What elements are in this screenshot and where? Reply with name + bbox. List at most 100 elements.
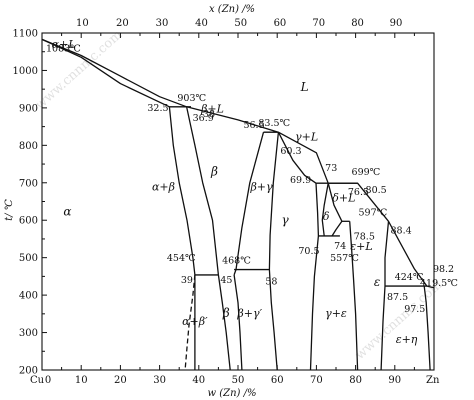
annotation-label: 454℃	[167, 253, 196, 264]
phase-label: α+β	[152, 180, 175, 193]
annotation-label: 419.5℃	[420, 278, 458, 289]
bottom-tick-label: 60	[271, 375, 284, 386]
bottom-tick-label: 40	[192, 375, 205, 386]
annotation-label: 36.9	[193, 113, 214, 124]
phase-label: γ+ε	[325, 307, 347, 320]
annotation-label: 70.5	[298, 246, 319, 257]
bottom-tick-label: 80	[349, 375, 362, 386]
annotation-label: 60.3	[280, 146, 301, 157]
top-tick-label: 90	[390, 18, 403, 29]
y-tick-label: 400	[19, 291, 38, 302]
annotation-label: 597℃	[359, 207, 388, 218]
top-tick-label: 10	[76, 18, 89, 29]
top-tick-label: 80	[351, 18, 364, 29]
bottom-tick-label: 50	[232, 375, 245, 386]
annotation-label: 424℃	[395, 272, 424, 283]
annotation-label: 78.5	[354, 231, 375, 242]
phase-boundary-boundary	[268, 132, 280, 371]
annotation-label: 80.5	[366, 185, 387, 196]
phase-boundary-boundary	[423, 286, 431, 371]
annotation-label: 58	[265, 277, 277, 288]
top-tick-label: 40	[195, 18, 208, 29]
annotation-label: 69.9	[290, 175, 311, 186]
y-tick-label: 300	[19, 328, 38, 339]
annotation-label: 45	[220, 275, 232, 286]
phase-label: α+β′	[182, 315, 208, 328]
annotation-label: 699℃	[352, 167, 381, 178]
y-tick-label: 700	[19, 178, 38, 189]
phase-label: δ+L	[332, 192, 355, 205]
annotation-label: 73	[325, 163, 337, 174]
bottom-tick-label: 10	[75, 375, 88, 386]
phase-boundary-boundary-dashed	[184, 274, 196, 371]
phase-label: γ	[281, 213, 289, 227]
phase-label: δ	[323, 210, 330, 223]
phase-boundary-liquidus	[41, 38, 435, 289]
annotation-label: 56.5	[243, 120, 264, 131]
annotation-label: 83.5℃	[258, 118, 290, 129]
y-tick-label: 500	[19, 253, 38, 264]
bottom-tick-label: 90	[388, 375, 401, 386]
phase-boundary-solidus	[41, 38, 170, 108]
y-tick-label: 600	[19, 216, 38, 227]
annotation-label: 87.5	[387, 292, 408, 303]
phase-label: β+L	[200, 102, 224, 115]
phase-label: β	[222, 306, 230, 320]
phase-label: L	[300, 80, 309, 94]
phase-boundary-boundary	[321, 183, 329, 236]
bottom-tick-label: 30	[153, 375, 166, 386]
phase-label: α	[63, 204, 71, 218]
annotations: 1083℃ 903℃ 38 32.5 36.9 83.5℃56.5 60.3 699℃ 80.5…	[46, 43, 458, 315]
phase-labels: α+L Lβ+L γ+L α α+β β β+γ γ δδ+L ε+L ε α+β′ β β+γ′ γ+ε ε…	[52, 38, 418, 346]
top-tick-label: 70	[312, 18, 325, 29]
phase-boundary-boundary	[233, 274, 243, 371]
top-tick-label: 30	[156, 18, 169, 29]
annotation-label: 903℃	[177, 93, 206, 104]
phase-boundaries	[41, 38, 435, 371]
top-axis-title: x (Zn) /%	[209, 4, 255, 15]
annotation-label: 468℃	[222, 256, 251, 267]
phase-label: ε+L	[350, 240, 372, 253]
ticks	[41, 32, 435, 371]
phase-label: β+γ	[249, 180, 273, 193]
annotation-label: 39	[181, 275, 193, 286]
bottom-tick-label: 70	[310, 375, 323, 386]
annotation-label: 32.5	[147, 103, 168, 114]
bottom-tick-label: 0	[45, 375, 51, 386]
watermark: www.cnnmc.com	[353, 277, 446, 363]
bottom-tick-label: 20	[114, 375, 127, 386]
y-tick-label: 1000	[13, 66, 38, 77]
annotation-label: 38	[203, 109, 215, 120]
phase-boundary-boundary	[309, 183, 320, 371]
phase-boundary-boundary	[185, 106, 220, 275]
y-tick-label: 1100	[13, 29, 38, 40]
y-axis-title: t/ ℃	[4, 199, 15, 221]
y-tick-label: 800	[19, 141, 38, 152]
phase-boundary-boundary	[217, 274, 231, 371]
phase-label: ε	[374, 275, 380, 289]
y-tick-label: 200	[19, 366, 38, 377]
phase-label: γ+L	[295, 130, 318, 143]
bottom-axis-left-end: Cu	[30, 375, 45, 386]
top-tick-label: 60	[274, 18, 287, 29]
phase-label: β	[210, 164, 218, 178]
bottom-axis-right-end: Zn	[426, 375, 440, 386]
annotation-label: 557℃	[330, 253, 359, 264]
phase-label: α+L	[52, 38, 76, 51]
annotation-label: 97.5	[404, 304, 425, 315]
phase-label: β+γ′	[236, 307, 262, 320]
phase-boundary-boundary	[233, 132, 265, 276]
phase-boundary-boundary	[277, 131, 317, 184]
phase-label: ε+η	[396, 333, 418, 346]
tick-labels: 0 10 20 30 40 50 60 70 80 90 10 20 30 40 50 60 70 80 90 200…	[13, 18, 403, 386]
bottom-axis-title: w (Zn) /%	[208, 388, 257, 399]
phase-boundary-boundary	[168, 106, 196, 370]
annotation-label: 76.5	[348, 187, 369, 198]
annotation-label: 98.2	[433, 264, 454, 275]
annotation-label: 88.4	[391, 225, 412, 236]
annotation-label: 1083℃	[46, 43, 81, 54]
annotation-label: 74	[334, 241, 346, 252]
phase-boundary-boundary	[349, 221, 359, 371]
y-tick-label: 900	[19, 103, 38, 114]
